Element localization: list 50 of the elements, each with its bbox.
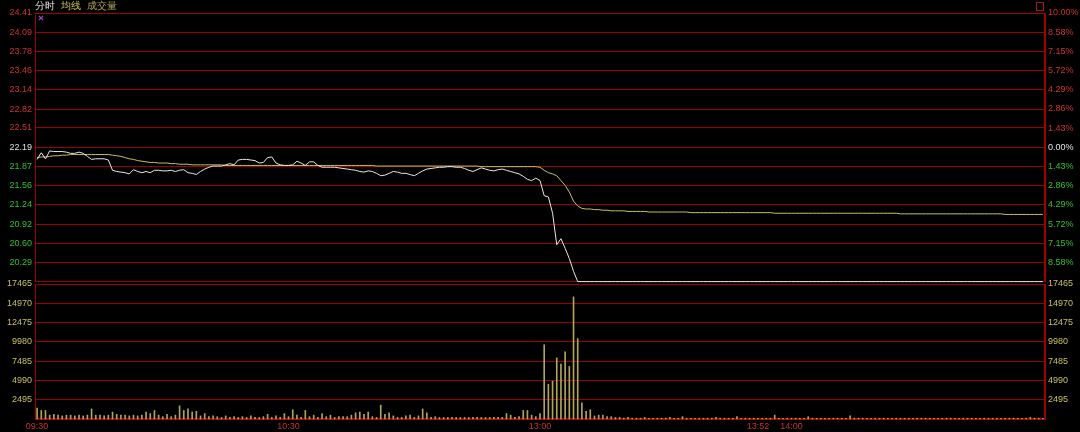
x-tick-label: 14:00 bbox=[780, 420, 803, 431]
y-tick-label: 2495 bbox=[11, 394, 32, 405]
y-tick-label: 12475 bbox=[6, 317, 32, 328]
y2-tick-label: 7485 bbox=[1048, 355, 1069, 366]
y2-tick-label: 12475 bbox=[1048, 317, 1074, 328]
y2-tick-label: 5.72% bbox=[1048, 64, 1074, 75]
y-tick-label: 20.60 bbox=[9, 237, 32, 248]
y2-tick-label: 10.00% bbox=[1048, 7, 1079, 18]
y-tick-label: 23.14 bbox=[9, 84, 32, 95]
y2-tick-label: 4.29% bbox=[1048, 199, 1074, 210]
y2-tick-label: 2495 bbox=[1048, 394, 1069, 405]
y2-tick-label: 9980 bbox=[1048, 336, 1069, 347]
y-tick-label: 4990 bbox=[11, 374, 32, 385]
y-tick-label: 24.09 bbox=[9, 26, 32, 37]
y2-tick-label: 2.86% bbox=[1048, 180, 1074, 191]
y-tick-label: 21.24 bbox=[9, 199, 32, 210]
y-tick-label: 21.87 bbox=[9, 161, 32, 172]
y-tick-label: 14970 bbox=[6, 297, 32, 308]
y2-tick-label: 1.43% bbox=[1048, 160, 1074, 171]
y-tick-label: 22.51 bbox=[9, 122, 32, 133]
y2-tick-label: 0.00% bbox=[1048, 141, 1074, 152]
y-tick-label: 22.82 bbox=[9, 103, 32, 114]
y-tick-label: 7485 bbox=[11, 355, 32, 366]
y2-tick-label: 1.43% bbox=[1048, 122, 1074, 133]
x-tick-label: 09:30 bbox=[25, 420, 49, 431]
y2-tick-label: 17465 bbox=[1048, 278, 1074, 289]
y-tick-label: 17465 bbox=[6, 278, 32, 289]
y2-tick-label: 7.15% bbox=[1048, 45, 1074, 56]
x-tick-label: 13:52 bbox=[746, 420, 770, 431]
y-tick-label: 20.29 bbox=[9, 256, 32, 267]
y2-tick-label: 14970 bbox=[1048, 297, 1074, 308]
y2-tick-label: 8.58% bbox=[1048, 257, 1074, 268]
y2-tick-label: 5.72% bbox=[1048, 218, 1074, 229]
y-tick-label: 23.46 bbox=[9, 64, 32, 75]
x-tick-label: 13:00 bbox=[528, 420, 552, 431]
y-tick-label: 23.78 bbox=[9, 45, 32, 56]
y-tick-label: 24.41 bbox=[9, 7, 32, 18]
y2-tick-label: 4.29% bbox=[1048, 84, 1074, 95]
y2-tick-label: 8.58% bbox=[1048, 26, 1074, 37]
text: 均线 bbox=[60, 0, 81, 11]
x-tick-label: 10:30 bbox=[277, 420, 300, 431]
y2-tick-label: 4990 bbox=[1048, 374, 1069, 385]
y-tick-label: 22.19 bbox=[9, 141, 32, 152]
y-tick-label: 21.56 bbox=[9, 179, 32, 190]
y2-tick-label: 2.86% bbox=[1048, 103, 1074, 114]
text: 成交量 bbox=[87, 0, 117, 11]
text: 分时 bbox=[35, 0, 55, 11]
y-tick-label: 9980 bbox=[11, 336, 32, 347]
y2-tick-label: 7.15% bbox=[1048, 237, 1074, 248]
y-tick-label: 20.92 bbox=[9, 218, 32, 229]
